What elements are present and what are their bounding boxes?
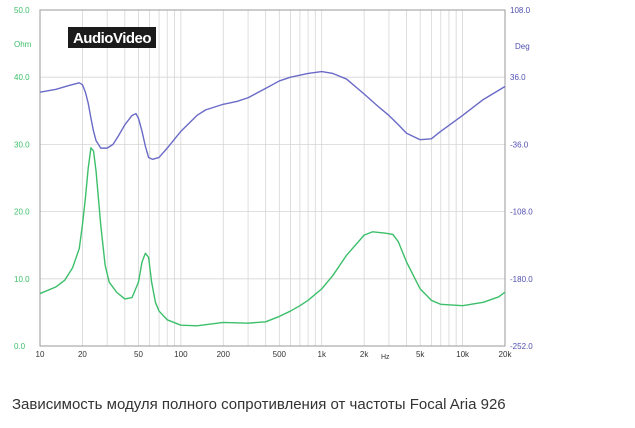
left-tick-label: 40.0 (14, 73, 30, 82)
left-axis-ticks: 0.0 10.0 20.0 30.0 40.0 50.0 (14, 6, 30, 351)
x-tick-label: 1k (318, 350, 327, 359)
logo-text: AudioVideo (73, 30, 151, 47)
impedance-curve (39, 147, 506, 327)
x-tick-label: 10 (36, 350, 45, 359)
x-tick-label: 500 (273, 350, 287, 359)
x-axis-ticks: 10 20 50 100 200 500 1k 2k 5k 10k 20k (36, 350, 513, 359)
audiovideo-logo: AudioVideo (68, 27, 156, 48)
right-tick-label: 36.0 (510, 73, 526, 82)
x-tick-label: 2k (360, 350, 369, 359)
right-tick-label: -180.0 (510, 275, 533, 284)
left-tick-label: 30.0 (14, 140, 30, 149)
phase-curve (39, 70, 506, 161)
x-tick-label: 5k (416, 350, 425, 359)
right-tick-label: -252.0 (510, 342, 533, 351)
x-tick-label: 50 (134, 350, 143, 359)
x-tick-label: 100 (174, 350, 188, 359)
left-tick-label: 10.0 (14, 275, 30, 284)
x-tick-label: 20 (78, 350, 87, 359)
right-axis-unit: Deg (515, 42, 530, 51)
x-tick-label: 200 (217, 350, 231, 359)
left-tick-label: 20.0 (14, 208, 30, 217)
x-tick-label: 10k (456, 350, 470, 359)
right-tick-label: -36.0 (510, 140, 529, 149)
right-axis-ticks: 108.0 36.0 -36.0 -108.0 -180.0 -252.0 (510, 6, 533, 351)
left-axis-unit: Ohm (14, 40, 32, 49)
x-tick-label: 20k (499, 350, 513, 359)
right-tick-label: 108.0 (510, 6, 531, 15)
plot-frame (39, 9, 506, 347)
plot-area (40, 10, 505, 346)
left-tick-label: 0.0 (14, 342, 26, 351)
figure-caption: Зависимость модуля полного сопротивления… (12, 396, 506, 413)
right-tick-label: -108.0 (510, 208, 533, 217)
left-tick-label: 50.0 (14, 6, 30, 15)
x-axis-unit: Hz (381, 354, 390, 361)
series-layer (39, 70, 506, 327)
